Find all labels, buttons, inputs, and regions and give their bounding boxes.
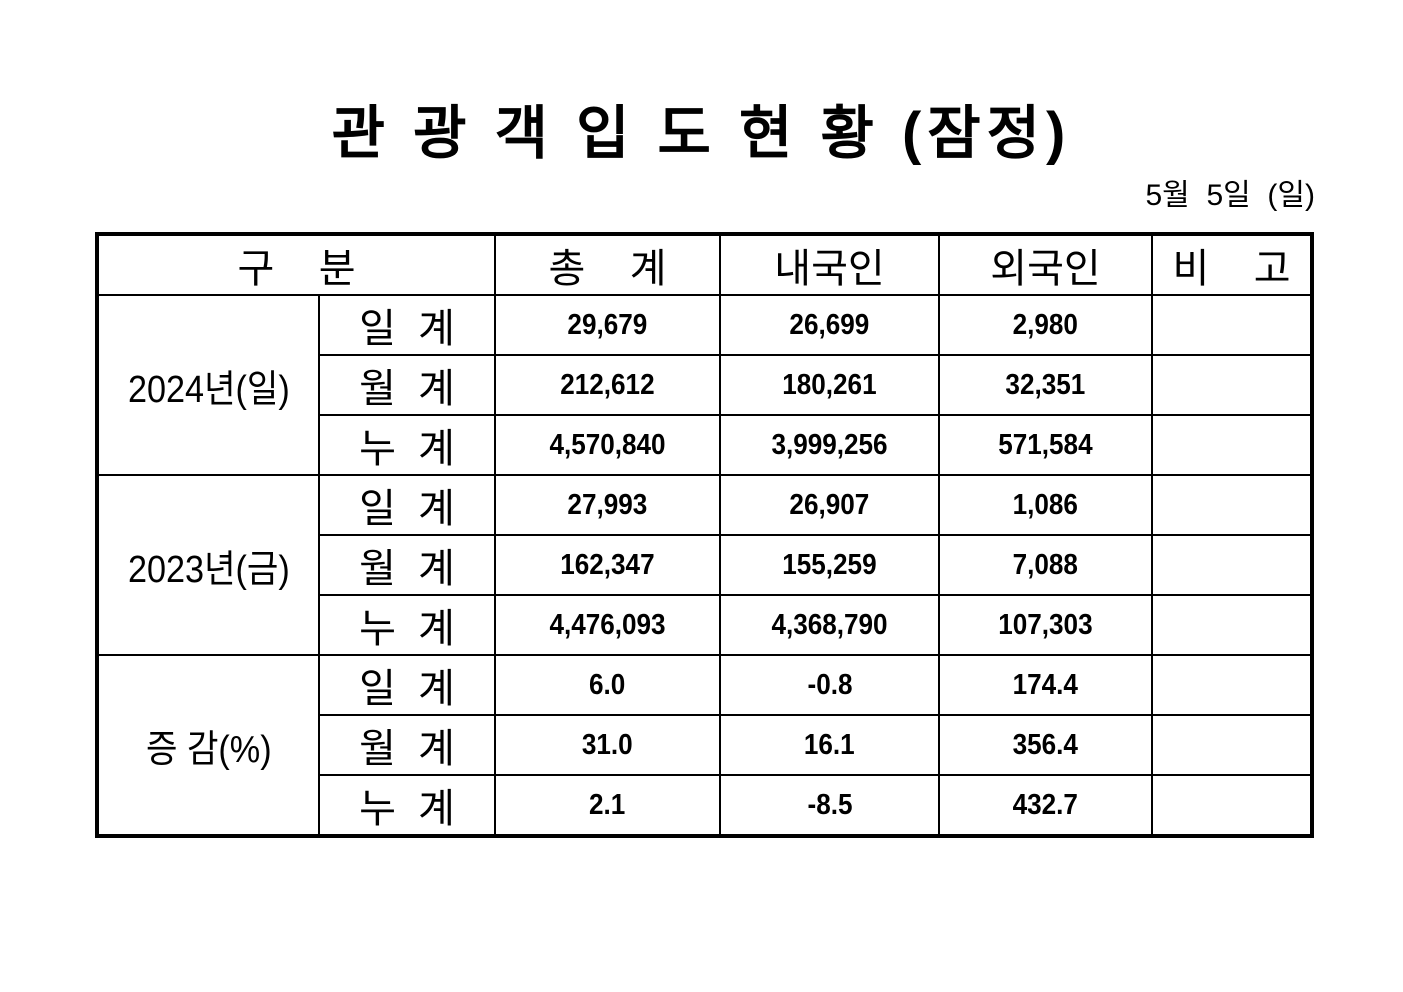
table-row: 증 감(%) 일 계 6.0 -0.8 174.4 xyxy=(96,654,1313,837)
row-type-monthly: 월 계 xyxy=(318,714,496,776)
row-type-daily: 일 계 xyxy=(318,294,496,356)
table-row: 월 계 162,347 155,259 7,088 xyxy=(97,534,1313,596)
group-label-text: 2024년(일) xyxy=(127,368,290,411)
table-row: 월 계 31.0 16.1 356.4 xyxy=(97,714,1313,776)
value-foreign: 107,303 xyxy=(938,594,1153,656)
value-foreign: 356.4 xyxy=(938,714,1153,776)
report-date: 5월 5일 (일) xyxy=(1145,179,1316,212)
row-type-cumulative: 누 계 xyxy=(318,774,496,837)
page-title: 관 광 객 입 도 현 황 (잠정) xyxy=(331,101,1072,166)
value-domestic: 3,999,256 xyxy=(719,414,940,476)
value-text: 356.4 xyxy=(1012,728,1079,761)
value-domestic: 180,261 xyxy=(719,354,940,416)
group-label-change-pct: 증 감(%) xyxy=(96,654,320,837)
value-text: 2.1 xyxy=(589,788,626,821)
group-label-2023: 2023년(금) xyxy=(96,474,320,656)
tourist-arrivals-table: 구 분 총 계 내국인 외국인 비 고 2024년(일) 일 계 29,679 … xyxy=(95,232,1314,838)
col-header-category: 구 분 xyxy=(96,233,496,296)
value-foreign: 432.7 xyxy=(938,774,1153,837)
value-text: 7,088 xyxy=(1012,548,1079,581)
note-cell xyxy=(1151,474,1313,536)
value-foreign: 1,086 xyxy=(938,474,1153,536)
value-text: 107,303 xyxy=(998,608,1093,641)
note-cell xyxy=(1151,594,1313,656)
group-label-text: 증 감(%) xyxy=(145,728,272,771)
value-domestic: 26,699 xyxy=(719,294,940,356)
value-domestic: 26,907 xyxy=(719,474,940,536)
value-foreign: 2,980 xyxy=(938,294,1153,356)
note-cell xyxy=(1151,714,1313,776)
value-text: 180,261 xyxy=(782,368,877,401)
value-domestic: 4,368,790 xyxy=(719,594,940,656)
row-type-cumulative: 누 계 xyxy=(318,414,496,476)
value-text: 571,584 xyxy=(998,428,1093,461)
value-text: 155,259 xyxy=(782,548,877,581)
row-type-monthly: 월 계 xyxy=(318,354,496,416)
value-domestic: -0.8 xyxy=(719,654,940,716)
note-cell xyxy=(1151,774,1313,837)
value-text: 29,679 xyxy=(567,308,648,341)
value-text: 3,999,256 xyxy=(771,428,888,461)
table-row: 누 계 4,476,093 4,368,790 107,303 xyxy=(97,594,1313,656)
value-text: -8.5 xyxy=(806,788,852,821)
value-text: -0.8 xyxy=(806,668,852,701)
value-text: 4,368,790 xyxy=(771,608,888,641)
row-type-monthly: 월 계 xyxy=(318,534,496,596)
value-total: 4,570,840 xyxy=(494,414,721,476)
value-text: 432.7 xyxy=(1012,788,1079,821)
value-total: 29,679 xyxy=(494,294,721,356)
table-row: 누 계 4,570,840 3,999,256 571,584 xyxy=(97,414,1313,476)
value-total: 4,476,093 xyxy=(494,594,721,656)
value-foreign: 7,088 xyxy=(938,534,1153,596)
value-total: 212,612 xyxy=(494,354,721,416)
note-cell xyxy=(1151,354,1313,416)
value-total: 27,993 xyxy=(494,474,721,536)
note-cell xyxy=(1151,414,1313,476)
value-total: 6.0 xyxy=(494,654,721,716)
row-type-daily: 일 계 xyxy=(318,474,496,536)
note-cell xyxy=(1151,294,1313,356)
value-text: 4,476,093 xyxy=(549,608,666,641)
value-text: 1,086 xyxy=(1012,488,1079,521)
col-header-total: 총 계 xyxy=(494,233,721,296)
table-row: 월 계 212,612 180,261 32,351 xyxy=(97,354,1313,416)
group-label-text: 2023년(금) xyxy=(127,548,290,591)
value-foreign: 571,584 xyxy=(938,414,1153,476)
note-cell xyxy=(1151,534,1313,596)
value-total: 31.0 xyxy=(494,714,721,776)
value-text: 2,980 xyxy=(1012,308,1079,341)
table-row: 누 계 2.1 -8.5 432.7 xyxy=(97,774,1313,837)
table-row: 2023년(금) 일 계 27,993 26,907 1,086 xyxy=(96,474,1313,656)
value-text: 162,347 xyxy=(560,548,655,581)
table-header-row: 구 분 총 계 내국인 외국인 비 고 xyxy=(96,233,1313,296)
value-domestic: 16.1 xyxy=(719,714,940,776)
value-text: 4,570,840 xyxy=(549,428,666,461)
value-total: 2.1 xyxy=(494,774,721,837)
value-text: 16.1 xyxy=(804,728,855,761)
value-text: 27,993 xyxy=(567,488,648,521)
value-text: 26,699 xyxy=(789,308,870,341)
note-cell xyxy=(1151,654,1313,716)
value-text: 174.4 xyxy=(1012,668,1079,701)
value-text: 31.0 xyxy=(582,728,633,761)
row-type-daily: 일 계 xyxy=(318,654,496,716)
col-header-note: 비 고 xyxy=(1151,233,1313,296)
value-domestic: -8.5 xyxy=(719,774,940,837)
col-header-foreign: 외국인 xyxy=(938,233,1153,296)
table-row: 2024년(일) 일 계 29,679 26,699 2,980 xyxy=(96,294,1313,476)
value-domestic: 155,259 xyxy=(719,534,940,596)
row-type-cumulative: 누 계 xyxy=(318,594,496,656)
value-text: 6.0 xyxy=(589,668,626,701)
value-text: 212,612 xyxy=(560,368,655,401)
value-text: 32,351 xyxy=(1005,368,1086,401)
group-label-2024: 2024년(일) xyxy=(96,294,320,476)
value-foreign: 32,351 xyxy=(938,354,1153,416)
value-total: 162,347 xyxy=(494,534,721,596)
value-foreign: 174.4 xyxy=(938,654,1153,716)
value-text: 26,907 xyxy=(789,488,870,521)
col-header-domestic: 내국인 xyxy=(719,233,940,296)
